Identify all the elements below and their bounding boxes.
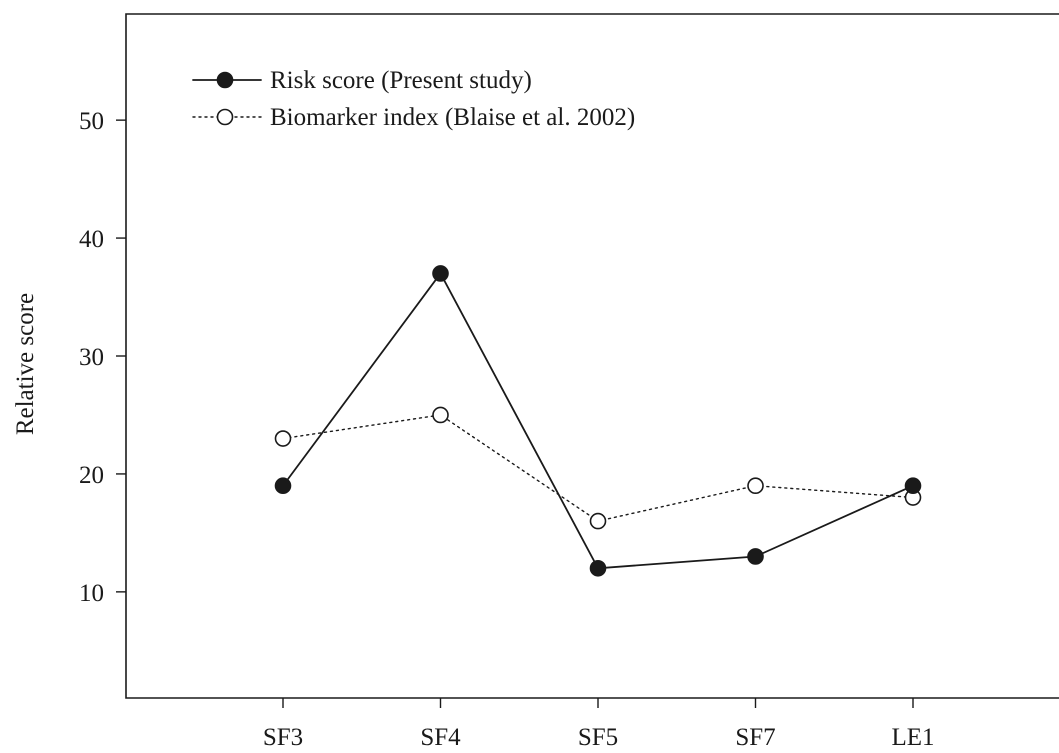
legend-filled-circle-icon xyxy=(216,71,234,89)
biomarker-index-point xyxy=(274,430,292,447)
biomarker-index-point xyxy=(747,477,764,495)
x-tick-label: SF5 xyxy=(578,724,618,751)
legend-label: Biomarker index (Blaise et al. 2002) xyxy=(270,104,635,131)
legend-label: Risk score (Present study) xyxy=(270,67,532,94)
x-tick-label: SF7 xyxy=(735,724,775,751)
y-tick-label: 20 xyxy=(79,462,104,489)
risk-score-point xyxy=(274,477,292,495)
risk-score-point xyxy=(904,477,922,495)
x-tick-label: LE1 xyxy=(891,724,934,751)
y-tick-label: 40 xyxy=(79,226,104,253)
series-group xyxy=(274,265,922,577)
biomarker-index-point xyxy=(589,512,607,530)
x-axis-ticks: SF3 SF4 SF5 SF7 LE1 xyxy=(263,698,935,751)
y-axis-ticks: 10 20 30 40 50 xyxy=(79,108,126,607)
biomarker-index-point xyxy=(432,406,449,424)
risk-score-point xyxy=(432,265,449,282)
legend-open-circle-icon xyxy=(216,108,234,126)
risk-score-point xyxy=(747,548,764,565)
x-tick-label: SF4 xyxy=(420,724,461,751)
biomarker-index-line xyxy=(282,414,914,522)
legend: Risk score (Present study) Biomarker inde… xyxy=(192,67,635,131)
y-tick-label: 30 xyxy=(79,344,104,371)
x-tick-label: SF3 xyxy=(263,724,303,751)
y-tick-label: 10 xyxy=(79,580,104,607)
risk-score-point xyxy=(589,559,607,577)
y-tick-label: 50 xyxy=(79,108,104,135)
y-axis-label: Relative score xyxy=(12,293,39,435)
